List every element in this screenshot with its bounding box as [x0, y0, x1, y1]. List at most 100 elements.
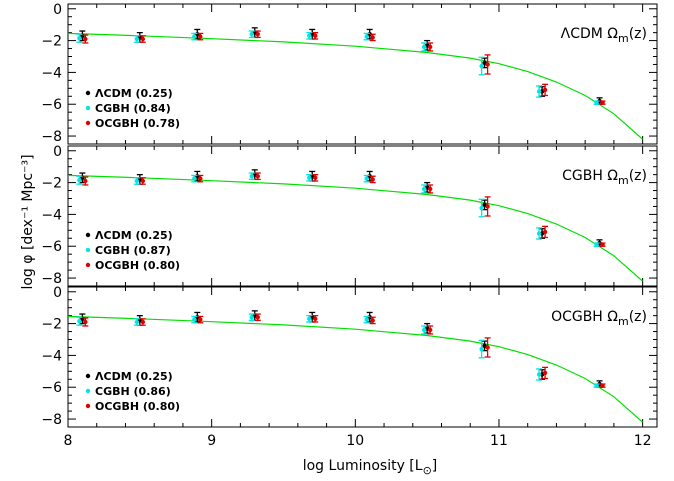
y-tick-label: −2	[41, 34, 62, 50]
legend-marker	[85, 247, 91, 253]
data-point	[370, 177, 375, 182]
panel-title-main: CGBH Ω	[562, 168, 618, 184]
data-point	[600, 242, 605, 247]
y-tick-label: −8	[41, 271, 62, 287]
panel-frame	[67, 286, 658, 428]
y-tick-label: −4	[41, 348, 62, 364]
data-point	[307, 316, 312, 322]
data-point	[485, 204, 490, 209]
data-point	[77, 319, 82, 324]
data-point	[313, 316, 318, 322]
panel-title-tail: (z)	[629, 26, 647, 42]
data-point	[313, 33, 318, 39]
panel-title-sub: m	[618, 174, 629, 187]
data-point	[427, 44, 433, 50]
data-point	[364, 317, 369, 322]
data-point	[479, 346, 484, 352]
data-point	[542, 370, 548, 376]
y-tick-label: −6	[41, 97, 62, 113]
data-point	[594, 383, 599, 388]
data-point	[255, 174, 260, 179]
data-point	[134, 319, 140, 325]
panel-2: 0 −2 −4 −6 −8 CGBH Ωm(z) ΛCDM (0.25) CGBH (0.87…	[41, 144, 658, 287]
data-point	[370, 318, 375, 323]
legend-label: ΛCDM (0.25)	[95, 87, 173, 100]
data-point	[77, 178, 82, 183]
legend-label: ΛCDM (0.25)	[95, 370, 173, 383]
data-point	[249, 32, 254, 37]
panel-title-main: ΛCDM Ω	[561, 26, 619, 42]
panel-frame	[67, 3, 658, 145]
panel-title: CGBH Ωm(z)	[562, 168, 647, 187]
data-point	[536, 89, 542, 94]
panel-title-tail: (z)	[629, 309, 647, 325]
y-tick-label: −8	[41, 412, 62, 428]
data-point	[249, 315, 254, 320]
data-point	[307, 175, 312, 181]
model-curve	[68, 315, 643, 423]
data-point	[421, 186, 427, 192]
y-axis-label: log φ [dex⁻¹ Mpc⁻³]	[20, 154, 36, 289]
model-curve	[68, 174, 643, 282]
series-3	[82, 172, 606, 247]
legend-marker	[85, 232, 91, 238]
data-point	[83, 319, 88, 325]
data-point	[77, 36, 82, 41]
x-tick-label: 8	[64, 433, 73, 449]
legend-marker	[85, 403, 91, 409]
legend-label: OCGBH (0.78)	[95, 117, 180, 130]
y-tick-label: −4	[41, 207, 62, 223]
x-axis-label-main: log Luminosity [L	[303, 458, 423, 474]
x-axis-label-sub: ⊙	[423, 464, 432, 477]
data-point	[313, 175, 318, 181]
y-tick-label: −4	[41, 65, 62, 81]
data-point	[198, 176, 203, 181]
data-point	[364, 176, 369, 181]
y-tick-label: 0	[53, 285, 62, 301]
data-point	[536, 372, 542, 377]
y-tick-label: 0	[53, 144, 62, 160]
data-point	[192, 176, 197, 181]
y-tick-label: −2	[41, 317, 62, 333]
panel-title: ΛCDM Ωm(z)	[561, 26, 647, 45]
data-point	[542, 87, 548, 93]
series-3	[82, 30, 606, 105]
data-point	[600, 383, 605, 388]
data-point	[140, 36, 146, 42]
data-point	[479, 205, 484, 211]
data-point	[198, 317, 203, 322]
data-point	[594, 242, 599, 247]
y-tick-label: 0	[53, 2, 62, 18]
model-curve	[68, 32, 643, 140]
data-point	[192, 34, 197, 39]
legend-label: ΛCDM (0.25)	[95, 229, 173, 242]
x-tick-label: 12	[634, 433, 652, 449]
data-point	[421, 44, 427, 50]
x-tick-label: 10	[346, 433, 364, 449]
data-point	[364, 34, 369, 39]
data-point	[140, 319, 146, 325]
panel-title-main: OCGBH Ω	[551, 309, 618, 325]
legend-marker	[85, 262, 91, 268]
legend-label: OCGBH (0.80)	[95, 259, 180, 272]
legend-marker	[85, 105, 91, 111]
x-axis-label-close: ]	[432, 458, 437, 474]
series-2	[76, 313, 600, 388]
data-point	[485, 345, 490, 350]
series-2	[76, 172, 600, 247]
y-tick-label: −8	[41, 129, 62, 145]
data-point	[421, 327, 427, 333]
data-point	[594, 100, 599, 105]
panel-frame	[67, 145, 658, 287]
panel-title-sub: m	[618, 32, 629, 45]
legend-label: CGBH (0.86)	[95, 385, 171, 398]
x-tick-label: 9	[207, 433, 216, 449]
data-point	[140, 178, 146, 184]
y-tick-label: −6	[41, 239, 62, 255]
legend-marker	[85, 388, 91, 394]
legend-label: CGBH (0.84)	[95, 102, 171, 115]
panel-title-sub: m	[618, 315, 629, 328]
data-point	[198, 34, 203, 39]
data-point	[600, 100, 605, 105]
